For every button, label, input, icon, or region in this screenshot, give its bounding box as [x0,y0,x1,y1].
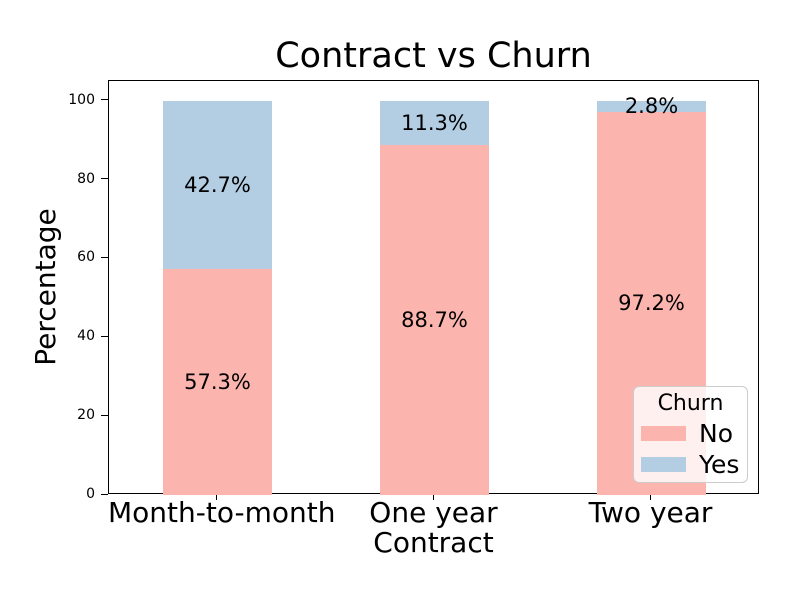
x-tick-label-2: One year [369,496,498,529]
y-tick [101,256,108,258]
bar-value-label: 2.8% [624,94,679,119]
x-tick [216,494,217,500]
bar-segment-yes [163,100,272,270]
bar-value-label: 57.3% [184,370,251,395]
y-tick-label: 100 [68,91,95,108]
bar-segment-yes [597,100,706,112]
bar-value-label: 97.2% [618,291,685,316]
bar-segment-no [380,145,489,495]
bar-value-label: 11.3% [401,110,468,135]
legend-row-no: No [634,419,747,448]
bar-value-label: 42.7% [184,172,251,197]
bar-segment-yes [380,100,489,146]
y-tick-label: 20 [77,407,95,424]
legend-label-yes: Yes [699,450,740,479]
x-tick-label-3: Two year [588,496,713,529]
y-tick-label: 0 [86,486,95,502]
x-tick-label-1: Month-to-month [108,496,336,529]
y-tick [101,335,108,337]
legend: Churn No Yes [633,386,748,483]
y-tick [101,414,108,416]
y-tick [101,99,108,101]
x-tick [650,494,651,500]
y-tick-label: 40 [77,328,95,345]
x-tick [433,494,434,500]
bar-value-label: 88.7% [401,308,468,333]
bar-segment-no [163,269,272,495]
legend-swatch-no [641,426,686,441]
x-axis-label: Contract [373,526,494,559]
legend-swatch-yes [641,457,686,472]
y-tick [101,178,108,180]
y-tick [101,493,108,495]
plot-area: 57.3% 42.7% 88.7% 11.3% 97.2% 2.8% [108,80,759,495]
y-axis-label: Percentage [29,208,62,366]
chart-title: Contract vs Churn [275,36,592,76]
legend-label-no: No [699,419,733,448]
y-tick-label: 80 [77,170,95,187]
legend-row-yes: Yes [634,450,747,479]
legend-title: Churn [657,391,724,416]
y-tick-label: 60 [77,249,95,266]
legend-rows: No Yes [634,419,747,479]
